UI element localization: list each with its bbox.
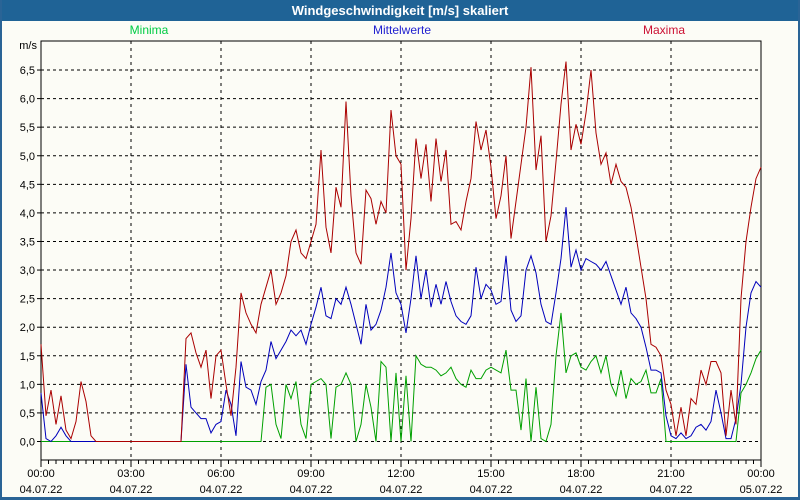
y-tick-label: 0,5	[20, 408, 35, 420]
x-tick-date-label: 04.07.22	[380, 484, 423, 496]
x-tick-date-label: 04.07.22	[110, 484, 153, 496]
y-tick-label: 1,5	[20, 351, 35, 363]
y-axis-unit-label: m/s	[19, 40, 37, 52]
maxima-line	[40, 61, 762, 442]
x-tick-time-label: 15:00	[477, 468, 505, 480]
axis-ticks	[37, 69, 762, 467]
legend-mittelwerte: Mittelwerte	[372, 23, 432, 37]
x-tick-date-label: 04.07.22	[290, 484, 333, 496]
x-tick-time-label: 18:00	[567, 468, 595, 480]
x-tick-date-label: 04.07.22	[20, 484, 63, 496]
y-tick-label: 6,0	[20, 94, 35, 106]
y-tick-label: 2,5	[20, 294, 35, 306]
y-tick-label: 5,5	[20, 122, 35, 134]
x-tick-time-label: 09:00	[297, 468, 325, 480]
x-tick-date-label: 04.07.22	[560, 484, 603, 496]
y-tick-label: 2,0	[20, 322, 35, 334]
x-tick-time-label: 03:00	[117, 468, 145, 480]
x-tick-date-label: 04.07.22	[200, 484, 243, 496]
y-tick-label: 3,5	[20, 236, 35, 248]
plot-border	[40, 40, 762, 461]
y-tick-label: 3,0	[20, 265, 35, 277]
y-tick-label: 4,0	[20, 208, 35, 220]
x-tick-date-label: 05.07.22	[740, 484, 783, 496]
x-tick-date-label: 04.07.22	[470, 484, 513, 496]
gridlines	[41, 41, 761, 460]
legend-minima: Minima	[129, 23, 169, 37]
legend-maxima: Maxima	[642, 23, 686, 37]
x-tick-time-label: 12:00	[387, 468, 415, 480]
x-tick-time-label: 00:00	[747, 468, 775, 480]
page-title: Windgeschwindigkeit [m/s] skaliert	[291, 3, 509, 18]
y-tick-label: 0,0	[20, 437, 35, 449]
y-tick-label: 5,0	[20, 151, 35, 163]
axis-labels: 0,0 0,5 1,0 1,5 2,0 2,5 3,0 3,5 4,0 4,5 5,0 5,5 6,0 6…	[19, 40, 782, 496]
x-tick-time-label: 06:00	[207, 468, 235, 480]
y-tick-label: 1,0	[20, 379, 35, 391]
y-tick-label: 6,5	[20, 65, 35, 77]
x-tick-time-label: 00:00	[27, 468, 55, 480]
y-tick-label: 4,5	[20, 179, 35, 191]
x-tick-date-label: 04.07.22	[650, 484, 693, 496]
axes	[40, 40, 762, 461]
window-title-bar: Windgeschwindigkeit [m/s] skaliert	[2, 0, 798, 21]
data-series	[40, 61, 762, 443]
x-tick-time-label: 21:00	[657, 468, 685, 480]
